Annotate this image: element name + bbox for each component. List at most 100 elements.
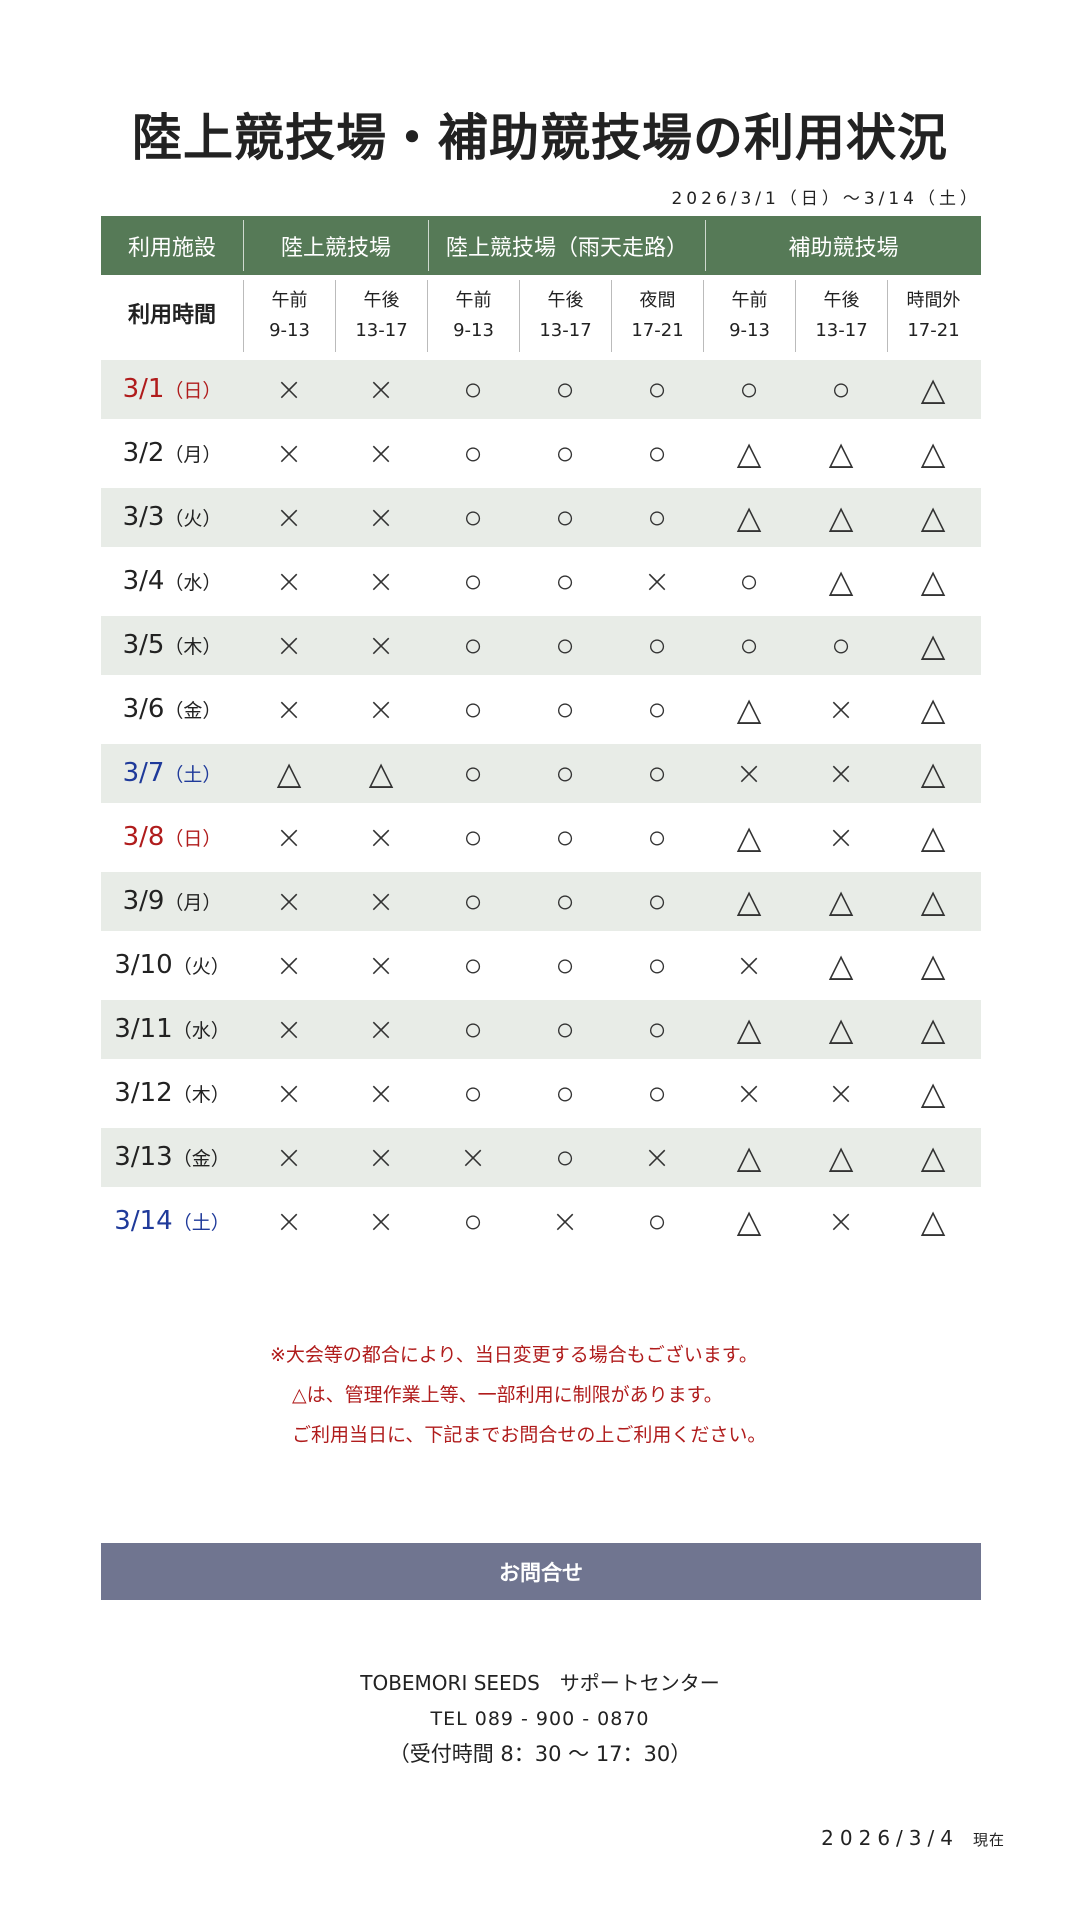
status-cell: × — [275, 1074, 303, 1112]
status-cell: × — [275, 1010, 303, 1048]
date: 3/10 — [114, 950, 173, 980]
slot-hours: 17-21 — [631, 320, 684, 341]
time-slot: 時間外 17-21 — [887, 280, 979, 352]
status-cell: △ — [736, 1010, 762, 1048]
status-cell: ○ — [463, 1010, 483, 1048]
status-cell: △ — [920, 1074, 946, 1112]
status-cell: △ — [736, 1202, 762, 1240]
slot-hours: 17-21 — [907, 320, 960, 341]
status-cell: ○ — [463, 1074, 483, 1112]
day-of-week: （火） — [172, 956, 230, 978]
status-cell: × — [643, 1138, 671, 1176]
slot-period: 夜間 — [639, 290, 676, 311]
date: 3/4 — [122, 566, 165, 596]
note: ご利用当日に、下記までお問合せの上ご利用ください。 — [292, 1424, 767, 1446]
time-label: 利用時間 — [127, 303, 216, 328]
status-cell: △ — [920, 498, 946, 536]
status-cell: × — [367, 1010, 395, 1048]
status-cell: △ — [920, 946, 946, 984]
status-cell: ○ — [555, 1138, 575, 1176]
slot-hours: 9-13 — [453, 320, 494, 341]
page-title: 陸上競技場・補助競技場の利用状況 — [132, 109, 948, 167]
slot-hours: 13-17 — [815, 320, 868, 341]
day-of-week: （金） — [172, 1148, 230, 1170]
table-row: 3/1（日） × × ○ ○ ○ ○ ○ △ — [101, 359, 981, 419]
status-cell: × — [275, 626, 303, 664]
status-cell: × — [827, 818, 855, 856]
status-cell: × — [735, 946, 763, 984]
day-of-week: （月） — [164, 444, 222, 466]
status-cell: ○ — [463, 946, 483, 984]
facility-sub: 補助競技場 — [705, 220, 981, 271]
status-cell: ○ — [647, 818, 667, 856]
status-cell: △ — [736, 818, 762, 856]
day-of-week: （木） — [164, 636, 222, 658]
day-of-week: （金） — [164, 700, 222, 722]
date: 3/6 — [122, 694, 165, 724]
date-cell: 3/9（月） — [101, 886, 243, 916]
slot-period: 午前 — [271, 290, 308, 311]
table-row: 3/14（土） × × ○ × ○ △ × △ — [101, 1189, 981, 1253]
date-cell: 3/13（金） — [101, 1142, 243, 1172]
time-slot: 午後 13-17 — [795, 280, 887, 352]
slot-hours: 13-17 — [355, 320, 408, 341]
date-cell: 3/5（木） — [101, 630, 243, 660]
status-cell: △ — [920, 754, 946, 792]
as-of-suffix: 現在 — [972, 1831, 1005, 1849]
slot-hours: 9-13 — [729, 320, 770, 341]
date: 3/8 — [122, 822, 165, 852]
status-cell: × — [367, 434, 395, 472]
day-of-week: （水） — [164, 572, 222, 594]
status-cell: × — [275, 370, 303, 408]
day-of-week: （土） — [164, 764, 222, 786]
status-cell: ○ — [555, 690, 575, 728]
time-slot: 午後 13-17 — [519, 280, 611, 352]
status-cell: △ — [920, 1138, 946, 1176]
org-name: TOBEMORI SEEDS サポートセンター — [360, 1671, 720, 1695]
status-cell: × — [275, 498, 303, 536]
status-cell: ○ — [463, 754, 483, 792]
status-cell: △ — [828, 562, 854, 600]
date-cell: 3/12（木） — [101, 1078, 243, 1108]
status-cell: △ — [736, 498, 762, 536]
status-cell: × — [827, 754, 855, 792]
period: 2026/3/1（日）〜3/14（土） — [671, 189, 981, 209]
status-cell: × — [643, 562, 671, 600]
date: 3/12 — [114, 1078, 173, 1108]
status-cell: ○ — [463, 370, 483, 408]
status-cell: ○ — [647, 754, 667, 792]
table-row: 3/4（水） × × ○ ○ × ○ △ △ — [101, 549, 981, 613]
as-of: 2026/3/4 現在 — [821, 1826, 1005, 1850]
status-cell: × — [275, 562, 303, 600]
status-cell: ○ — [647, 498, 667, 536]
status-cell: △ — [368, 754, 394, 792]
date: 3/3 — [122, 502, 165, 532]
time-header-row: 利用時間 午前 9-13 午後 13-17 午前 9-13 午後 13-17 夜間 17-21 午前… — [101, 275, 981, 357]
status-cell: × — [367, 882, 395, 920]
status-cell: △ — [920, 1202, 946, 1240]
status-cell: × — [275, 946, 303, 984]
table-body: 3/1（日） × × ○ ○ ○ ○ ○ △ 3/2（月） × × ○ ○ ○ △ △ △ 3/3（火） × × ○ ○ ○ △… — [101, 359, 981, 1254]
status-cell: ○ — [555, 562, 575, 600]
status-cell: × — [827, 1074, 855, 1112]
status-cell: △ — [736, 1138, 762, 1176]
status-cell: △ — [736, 882, 762, 920]
status-cell: ○ — [831, 370, 851, 408]
status-cell: ○ — [555, 754, 575, 792]
date: 3/14 — [114, 1206, 173, 1236]
date: 3/7 — [122, 758, 165, 788]
table-row: 3/9（月） × × ○ ○ ○ △ △ △ — [101, 871, 981, 931]
time-slot: 午後 13-17 — [335, 280, 427, 352]
status-cell: ○ — [739, 626, 759, 664]
day-of-week: （日） — [164, 828, 222, 850]
status-cell: ○ — [647, 946, 667, 984]
status-cell: △ — [736, 434, 762, 472]
status-cell: △ — [920, 1010, 946, 1048]
contact-button[interactable]: お問合せ — [101, 1543, 981, 1600]
facility-main: 陸上競技場 — [243, 220, 428, 271]
status-cell: △ — [920, 370, 946, 408]
status-cell: △ — [828, 434, 854, 472]
status-cell: × — [275, 1138, 303, 1176]
status-cell: ○ — [739, 562, 759, 600]
day-of-week: （土） — [172, 1212, 230, 1234]
